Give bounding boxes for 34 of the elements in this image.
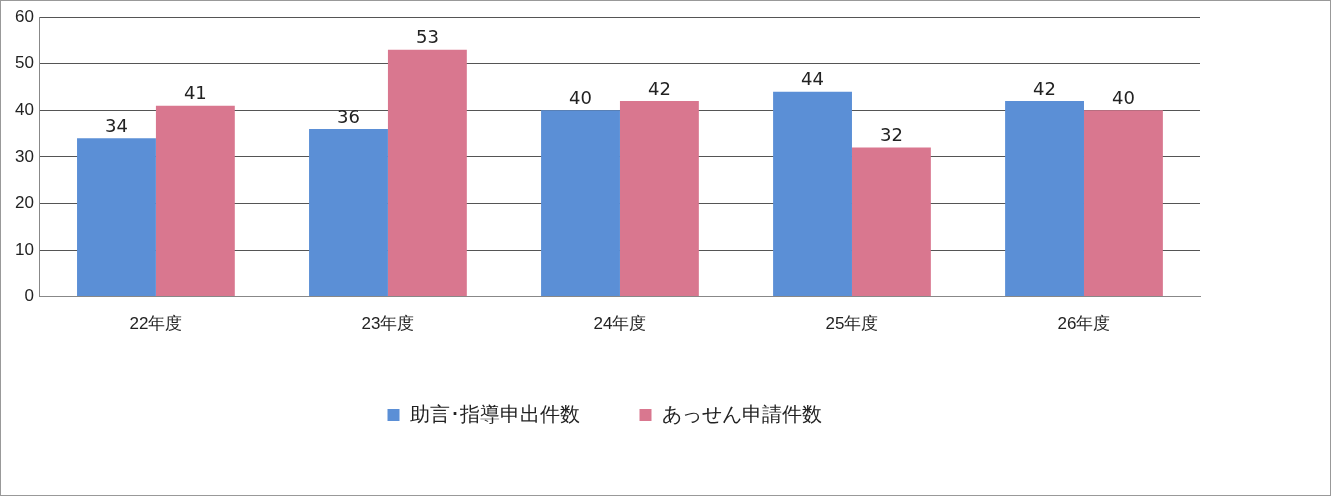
y-tick-label: 60: [14, 6, 34, 26]
y-tick-label: 30: [14, 146, 34, 166]
bar: [773, 91, 852, 297]
legend-label: あっせん申請件数: [661, 402, 822, 425]
data-label: 32: [879, 124, 903, 146]
bar: [155, 105, 235, 297]
legend-label: 助言･指導申出件数: [409, 402, 580, 425]
y-tick-label: 50: [14, 53, 34, 73]
bar: [1083, 110, 1163, 297]
data-label: 42: [1033, 77, 1056, 99]
bar: [1005, 101, 1084, 297]
y-tick-label: 40: [14, 100, 34, 120]
data-label: 42: [647, 77, 671, 99]
data-label: 53: [415, 26, 439, 48]
x-tick-label: 24年度: [593, 314, 647, 334]
data-label: 34: [105, 114, 128, 136]
data-label: 40: [569, 87, 592, 109]
x-tick-label: 23年度: [361, 314, 415, 334]
data-label: 41: [183, 82, 207, 104]
x-tick-label: 22年度: [129, 314, 183, 334]
bar: [309, 128, 388, 297]
y-tick-label: 20: [14, 193, 34, 213]
x-tick-label: 26年度: [1057, 314, 1111, 334]
bar: [77, 138, 156, 297]
data-label: 44: [801, 68, 824, 90]
y-tick-label: 0: [24, 286, 34, 306]
bar: [851, 147, 931, 297]
data-label: 40: [1111, 87, 1135, 109]
x-tick-label: 25年度: [825, 314, 879, 334]
bar: [387, 49, 467, 297]
bar: [619, 101, 699, 297]
bar: [541, 110, 620, 297]
data-label: 36: [337, 105, 360, 127]
y-tick-label: 10: [14, 239, 34, 259]
